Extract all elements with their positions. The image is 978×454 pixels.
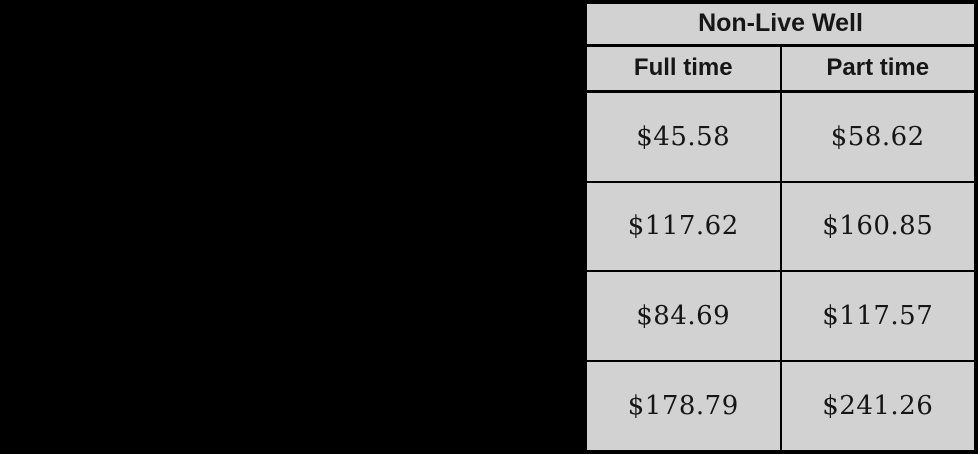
table-row: $178.79 $241.26 [584,360,977,453]
price-cell: $241.26 [779,360,977,453]
price-cell: $117.62 [584,180,782,273]
table-row: $45.58 $58.62 [584,90,977,183]
non-live-well-price-table: Non-Live Well Full time Part time $45.58… [583,0,978,454]
table-row: $84.69 $117.57 [584,270,977,363]
blacked-out-region [0,0,585,454]
price-cell: $45.58 [584,90,782,183]
price-cell: $58.62 [779,90,977,183]
column-header-full-time: Full time [584,44,782,93]
price-cell: $178.79 [584,360,782,453]
price-cell: $84.69 [584,270,782,363]
table-title-row: Non-Live Well [584,0,977,47]
table-row: $117.62 $160.85 [584,180,977,273]
price-cell: $160.85 [779,180,977,273]
table-header-row: Full time Part time [584,44,977,93]
table-title: Non-Live Well [584,0,977,47]
price-cell: $117.57 [779,270,977,363]
column-header-part-time: Part time [779,44,977,93]
